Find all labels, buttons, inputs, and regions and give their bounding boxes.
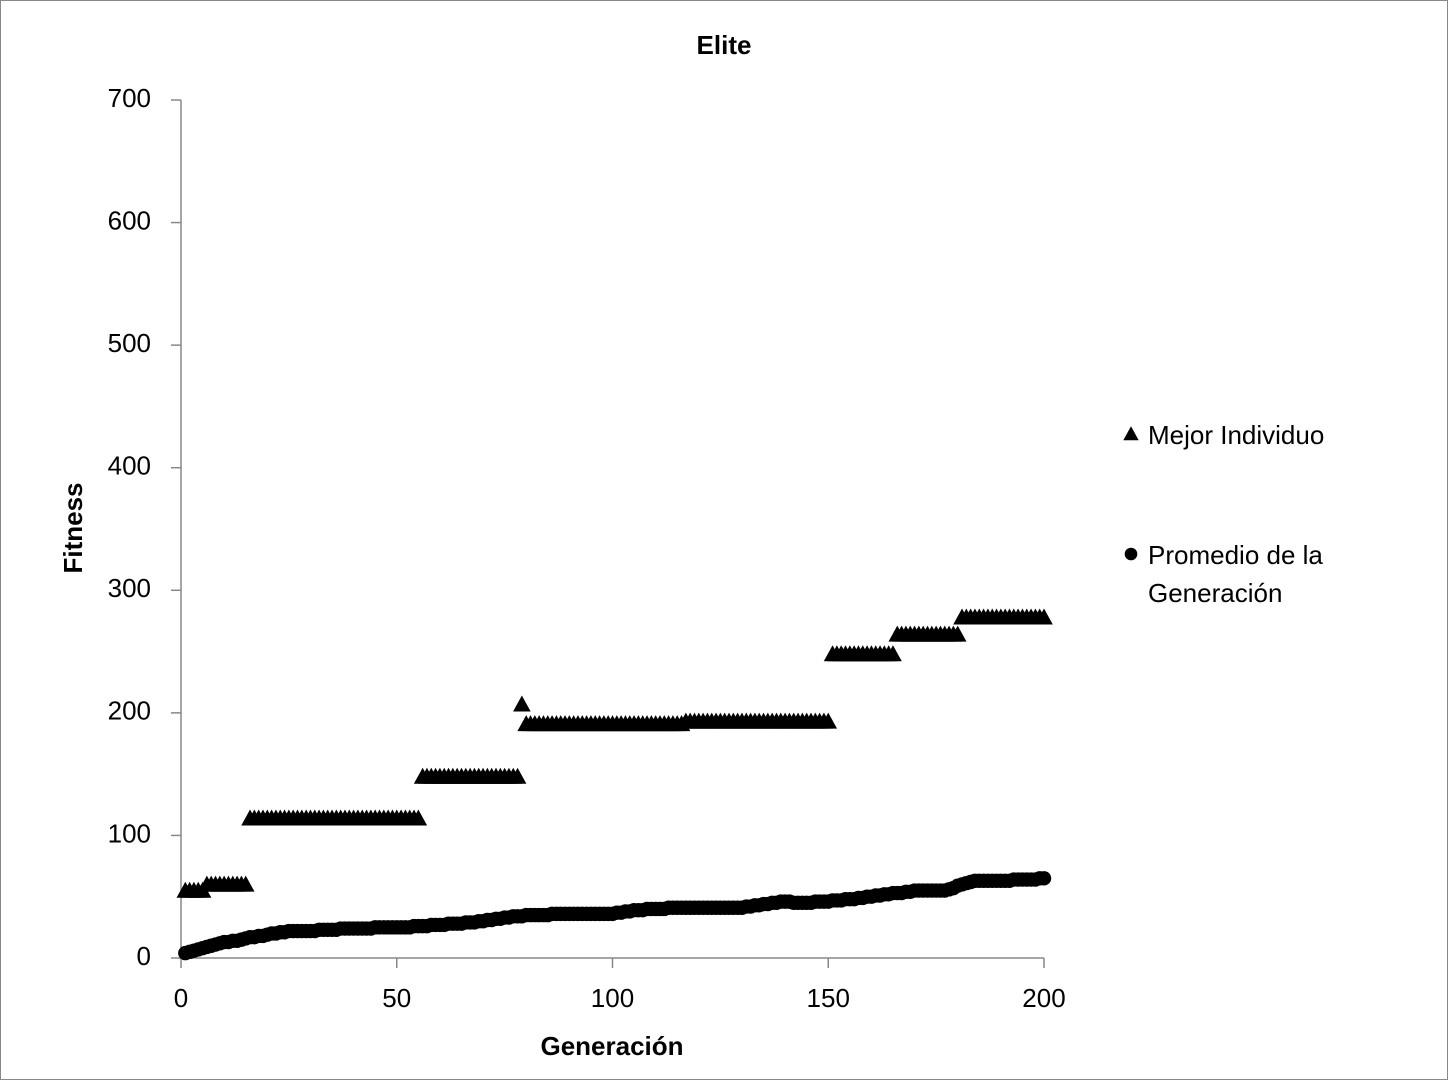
data-point: [1036, 871, 1052, 886]
x-axis-title: Generación: [540, 1031, 683, 1061]
y-axis-title: Fitness: [58, 482, 88, 573]
data-point: [409, 809, 428, 826]
legend-label: Mejor Individuo: [1148, 420, 1325, 450]
x-tick-label: 150: [807, 983, 850, 1013]
legend-marker: [1124, 547, 1138, 561]
y-tick-label: 600: [108, 205, 151, 235]
data-point: [508, 767, 527, 784]
chart-title: Elite: [697, 30, 752, 60]
data-point: [884, 645, 902, 662]
y-tick-label: 0: [137, 941, 151, 971]
x-tick-label: 0: [174, 983, 188, 1013]
data-point: [236, 875, 255, 892]
data-point: [1035, 608, 1053, 625]
legend-marker: [1123, 426, 1139, 441]
x-tick-label: 200: [1022, 983, 1065, 1013]
data-point: [513, 695, 531, 712]
y-tick-label: 300: [108, 573, 151, 603]
y-tick-label: 400: [108, 451, 151, 481]
y-tick-label: 100: [108, 818, 151, 848]
data-point: [819, 712, 838, 729]
y-tick-label: 200: [108, 696, 151, 726]
x-tick-label: 50: [382, 983, 411, 1013]
y-tick-label: 500: [108, 328, 151, 358]
legend-label: Promedio de la Generación: [1148, 540, 1323, 608]
data-point: [948, 625, 967, 642]
y-tick-label: 700: [108, 83, 151, 113]
x-tick-label: 100: [591, 983, 634, 1013]
